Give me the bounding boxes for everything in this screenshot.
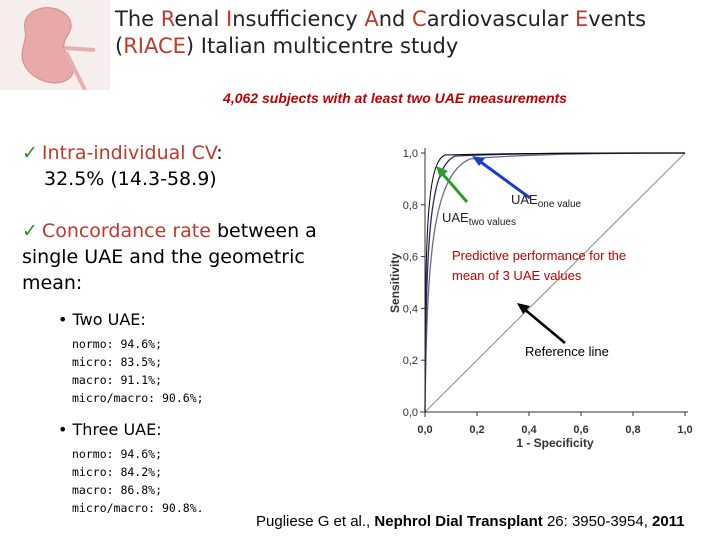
item: normo: 94.6%;: [72, 447, 163, 461]
x-tick-label: 0,0: [417, 424, 432, 436]
item-list: normo: 94.6%; micro: 84.2%; macro: 86.8%; m…: [72, 445, 204, 517]
curve-label: UAEone value: [511, 192, 582, 210]
bullet-text: between a single UAE and the geometric m…: [22, 220, 317, 294]
check-icon: ✓: [22, 142, 38, 164]
item: normo: 94.6%;: [72, 337, 163, 351]
label-main: UAE: [511, 192, 538, 207]
sub-bullet-text: Three UAE:: [72, 420, 162, 439]
arrow: [439, 171, 469, 203]
item: micro: 84.2%;: [72, 465, 163, 479]
x-tick-label: 0,4: [521, 424, 537, 436]
item: macro: 86.8%;: [72, 483, 163, 497]
y-tick-label: 0,8: [403, 200, 418, 212]
roc-curve: [424, 152, 686, 413]
bullet-label: Intra-individual CV: [41, 142, 217, 164]
details: 26: 3950-3954,: [542, 513, 653, 530]
label-sub: one value: [538, 199, 582, 210]
sub-bullet: • Three UAE: normo: 94.6%; micro: 84.2%; ma…: [58, 420, 204, 517]
arrow: [477, 158, 531, 200]
arrow-head: [436, 166, 448, 178]
bullet-label: Concordance rate: [41, 220, 211, 242]
x-tick-label: 0,2: [469, 424, 484, 436]
subtitle: 4,062 subjects with at least two UAE mea…: [223, 90, 567, 106]
x-tick-label: 0,8: [625, 424, 640, 436]
check-icon: ✓: [22, 220, 38, 242]
title: The Renal Insufficiency And Cardiovascul…: [115, 6, 646, 60]
sub-bullet-label: • Two UAE:: [58, 310, 146, 329]
y-tick-label: 0,2: [403, 355, 418, 367]
arrow: [522, 307, 566, 344]
journal: Nephrol Dial Transplant: [374, 513, 543, 530]
bullet-value: 32.5% (14.3-58.9): [44, 168, 217, 190]
x-tick-label: 0,6: [573, 424, 588, 436]
label-sub: two values: [469, 217, 516, 228]
figure-body: 1,0 0,8 0,6 0,4 0,2 0,0 0,0 0,2 0,4 0,6 0,8 1,0 Sens…: [388, 148, 693, 450]
y-tick-label: 0,0: [403, 407, 418, 419]
authors: Pugliese G et al.,: [256, 513, 375, 530]
bullet: ✓ Intra-individual CV: 32.5% (14.3-58.9): [22, 140, 352, 192]
year: 2011: [652, 513, 685, 530]
colon: :: [216, 142, 223, 164]
annotation-line: Predictive performance for the: [452, 248, 626, 263]
annotation-line: Reference line: [525, 344, 609, 359]
item: micro/macro: 90.6%;: [72, 391, 204, 405]
item: micro: 83.5%;: [72, 355, 163, 369]
y-axis-label: Sensitivity: [388, 253, 402, 313]
curve-label: UAEtwo values: [442, 210, 516, 228]
kidney-icon: [0, 0, 110, 90]
annotation: Predictive performance for the mean of 3 …: [452, 248, 626, 283]
x-tick-label: 1,0: [677, 424, 692, 436]
reference-line: [424, 152, 686, 413]
y-tick-label: 0,4: [403, 303, 418, 315]
title-line: (RIACE) Italian multicentre study: [115, 34, 459, 58]
item: micro/macro: 90.8%.: [72, 501, 204, 515]
sub-bullet: • Two UAE: normo: 94.6%; micro: 83.5%; macr…: [58, 310, 204, 407]
item: macro: 91.1%;: [72, 373, 163, 387]
sub-bullet-text: Two UAE:: [72, 310, 146, 329]
annotation: Reference line: [525, 344, 609, 359]
arrow-head: [472, 156, 485, 166]
annotation-line: mean of 3 UAE values: [452, 268, 582, 283]
y-tick-label: 0,6: [403, 252, 418, 264]
y-tick-label: 1,0: [403, 148, 418, 160]
item-list: normo: 94.6%; micro: 83.5%; macro: 91.1%; m…: [72, 335, 204, 407]
x-axis-label: 1 - Specificity: [516, 436, 594, 450]
title-line: The Renal Insufficiency And Cardiovascul…: [115, 7, 647, 31]
citation: Pugliese G et al., Nephrol Dial Transpla…: [256, 513, 685, 530]
sub-bullet-label: • Three UAE:: [58, 420, 162, 439]
arrow-head: [517, 303, 530, 314]
roc-figure: 1,0 0,8 0,6 0,4 0,2 0,0 0,0 0,2 0,4 0,6 0,8 1,0 Sens…: [388, 148, 693, 450]
bullet: ✓ Concordance rate between a single UAE a…: [22, 218, 352, 296]
label-main: UAE: [442, 210, 469, 225]
